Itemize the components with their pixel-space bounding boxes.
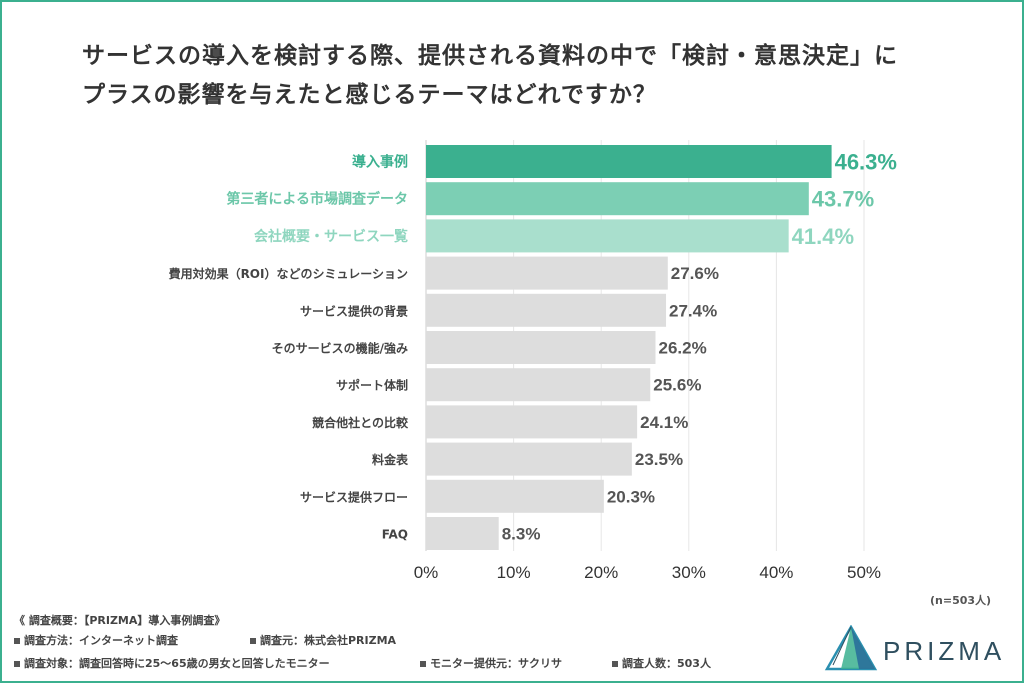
x-tick-label: 50%: [847, 563, 881, 582]
category-label: サービス提供の背景: [300, 303, 408, 318]
bullet-square-icon: [14, 661, 20, 667]
footnote-method-text: 調査方法：インターネット調査: [24, 634, 178, 647]
x-tick-label: 10%: [497, 563, 531, 582]
prizma-logo-icon: [824, 625, 878, 671]
footnote-target: 調査対象：調査回答時に25〜65歳の男女と回答したモニター: [14, 655, 330, 671]
data-label: 20.3%: [607, 487, 655, 506]
footnote-target-text: 調査対象：調査回答時に25〜65歳の男女と回答したモニター: [24, 657, 330, 670]
x-tick-label: 30%: [672, 563, 706, 582]
bar: [426, 293, 667, 327]
data-label: 27.4%: [669, 301, 717, 320]
bar: [426, 145, 832, 178]
data-label: 8.3%: [502, 525, 541, 544]
chart-title-line-2: プラスの影響を与えたと感じるテーマはどれですか？: [82, 82, 657, 108]
data-label: 26.2%: [659, 339, 707, 358]
category-label: サポート体制: [336, 378, 408, 393]
data-label: 43.7%: [812, 187, 874, 212]
bar: [426, 405, 638, 439]
category-label: サービス提供フロー: [300, 489, 408, 504]
data-label: 46.3%: [835, 150, 897, 175]
data-label: 25.6%: [653, 376, 701, 395]
footnote-source-text: 調査元：株式会社PRIZMA: [260, 634, 397, 647]
bullet-square-icon: [250, 638, 256, 644]
category-label: そのサービスの機能/強み: [272, 341, 408, 356]
bar: [426, 368, 651, 402]
category-label: 会社概要・サービス一覧: [254, 228, 408, 245]
data-label: 27.6%: [671, 264, 719, 283]
category-label: 料金表: [372, 452, 409, 467]
category-label: 第三者による市場調査データ: [226, 191, 408, 208]
bullet-square-icon: [420, 661, 426, 667]
bar: [426, 182, 809, 216]
x-tick-label: 0%: [414, 563, 439, 582]
bar: [426, 256, 668, 290]
data-label: 23.5%: [635, 450, 683, 469]
footnote-provider: モニター提供元：サクリサ: [420, 655, 562, 671]
prizma-logo-text: PRIZMA: [883, 636, 1006, 666]
x-tick-label: 40%: [759, 563, 793, 582]
chart-title-line-1: サービスの導入を検討する際、提供される資料の中で「検討・意思決定」に: [82, 43, 898, 69]
bar: [426, 517, 499, 550]
category-label: 費用対効果（ROI）などのシミュレーション: [169, 266, 408, 281]
footnote-respondents: 調査人数：503人: [612, 655, 711, 671]
bullet-square-icon: [14, 638, 20, 644]
data-label: 24.1%: [640, 413, 688, 432]
x-tick-label: 20%: [584, 563, 618, 582]
category-label: 競合他社との比較: [312, 415, 409, 430]
bar: [426, 442, 632, 476]
bar: [426, 219, 789, 253]
category-label: 導入事例: [352, 154, 408, 171]
bar: [426, 479, 604, 513]
footnote-source: 調査元：株式会社PRIZMA: [250, 632, 396, 648]
category-label: FAQ: [382, 528, 408, 542]
bullet-square-icon: [612, 661, 618, 667]
footnote-method: 調査方法：インターネット調査: [14, 632, 178, 648]
survey-overview-heading: 《 調査概要：【PRIZMA】導入事例調査》: [14, 614, 226, 627]
sample-size: (n=503人): [930, 594, 992, 607]
footnote-provider-text: モニター提供元：サクリサ: [430, 657, 562, 670]
data-label: 41.4%: [792, 224, 854, 249]
footnote-respondents-text: 調査人数：503人: [622, 657, 711, 670]
bar: [426, 331, 656, 364]
